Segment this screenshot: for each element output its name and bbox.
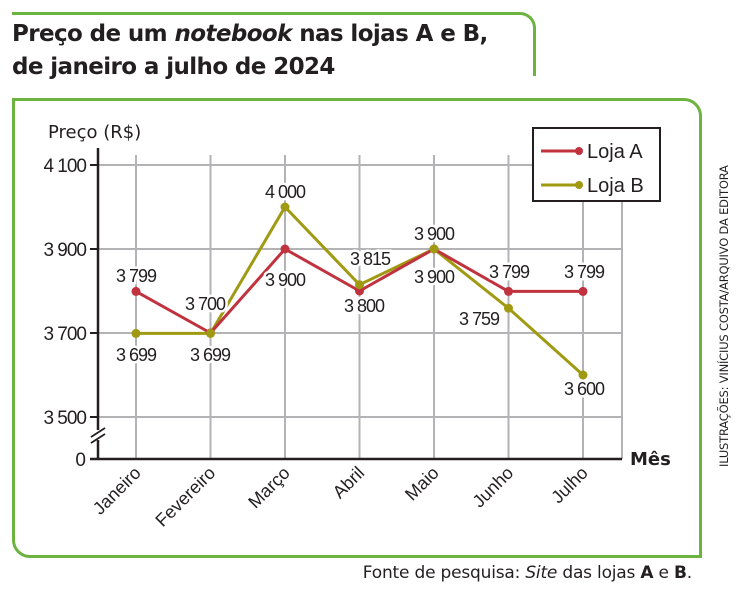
- title-text: nas lojas A e B,: [291, 21, 488, 47]
- title-frame: [12, 12, 536, 76]
- title-subtitle: de janeiro a julho de 2024: [12, 54, 335, 80]
- source-text: e: [653, 563, 675, 583]
- title-italic-word: notebook: [174, 21, 292, 47]
- svg-text:3 600: 3 600: [564, 379, 605, 399]
- svg-text:3 900: 3 900: [265, 270, 306, 290]
- x-tick-label: Janeiro: [89, 463, 145, 519]
- x-tick-label: Abril: [329, 463, 369, 503]
- svg-text:3 799: 3 799: [564, 262, 605, 282]
- source-store-a: A: [640, 563, 654, 583]
- chart-series: [131, 202, 588, 380]
- title-text: Preço de um: [12, 21, 175, 47]
- source-text: das lojas: [557, 563, 641, 583]
- svg-text:3 700: 3 700: [185, 294, 226, 314]
- svg-text:3 900: 3 900: [414, 267, 455, 287]
- svg-text:3 699: 3 699: [116, 345, 157, 365]
- svg-text:3 500: 3 500: [43, 408, 86, 429]
- svg-text:Loja A: Loja A: [587, 141, 643, 163]
- svg-text:4 100: 4 100: [43, 156, 86, 177]
- source-text: .: [686, 563, 692, 583]
- svg-text:4 000: 4 000: [265, 182, 306, 202]
- svg-text:3 700: 3 700: [43, 324, 86, 345]
- chart-legend: Loja A Loja B: [532, 127, 661, 202]
- svg-text:3 800: 3 800: [344, 296, 385, 316]
- source-store-b: B: [674, 563, 687, 583]
- svg-text:3 900: 3 900: [414, 224, 455, 244]
- chart-title: Preço de um notebook nas lojas A e B, de…: [12, 18, 488, 84]
- source-text: Fonte de pesquisa:: [362, 563, 526, 583]
- svg-text:3 799: 3 799: [489, 262, 530, 282]
- data-labels: 3 799 3 700 3 900 3 800 3 900 3 799 3 799 3 699…: [113, 180, 608, 402]
- source-note: Fonte de pesquisa: Site das lojas A e B.: [363, 563, 692, 583]
- illustration-credit: ILUSTRAÇÕES: VINÍCIUS COSTA/ARQUIVO DA E…: [717, 165, 731, 467]
- svg-text:Loja B: Loja B: [587, 175, 644, 197]
- x-tick-label: Maio: [401, 463, 443, 505]
- svg-text:3 699: 3 699: [190, 345, 231, 365]
- x-tick-label: Fevereiro: [151, 463, 219, 531]
- svg-text:Preço (R$): Preço (R$): [48, 122, 141, 143]
- source-italic: Site: [525, 563, 558, 583]
- svg-text:Mês: Mês: [630, 449, 671, 470]
- x-tick-label: Julho: [547, 463, 592, 508]
- svg-text:0: 0: [75, 450, 86, 471]
- svg-text:3 799: 3 799: [116, 266, 157, 286]
- chart-frame: [12, 98, 702, 558]
- svg-text:3 815: 3 815: [350, 249, 391, 269]
- x-tick-label: Junho: [469, 463, 518, 512]
- svg-text:3 759: 3 759: [459, 309, 500, 329]
- x-tick-label: Março: [244, 463, 294, 513]
- svg-text:3 900: 3 900: [43, 240, 86, 261]
